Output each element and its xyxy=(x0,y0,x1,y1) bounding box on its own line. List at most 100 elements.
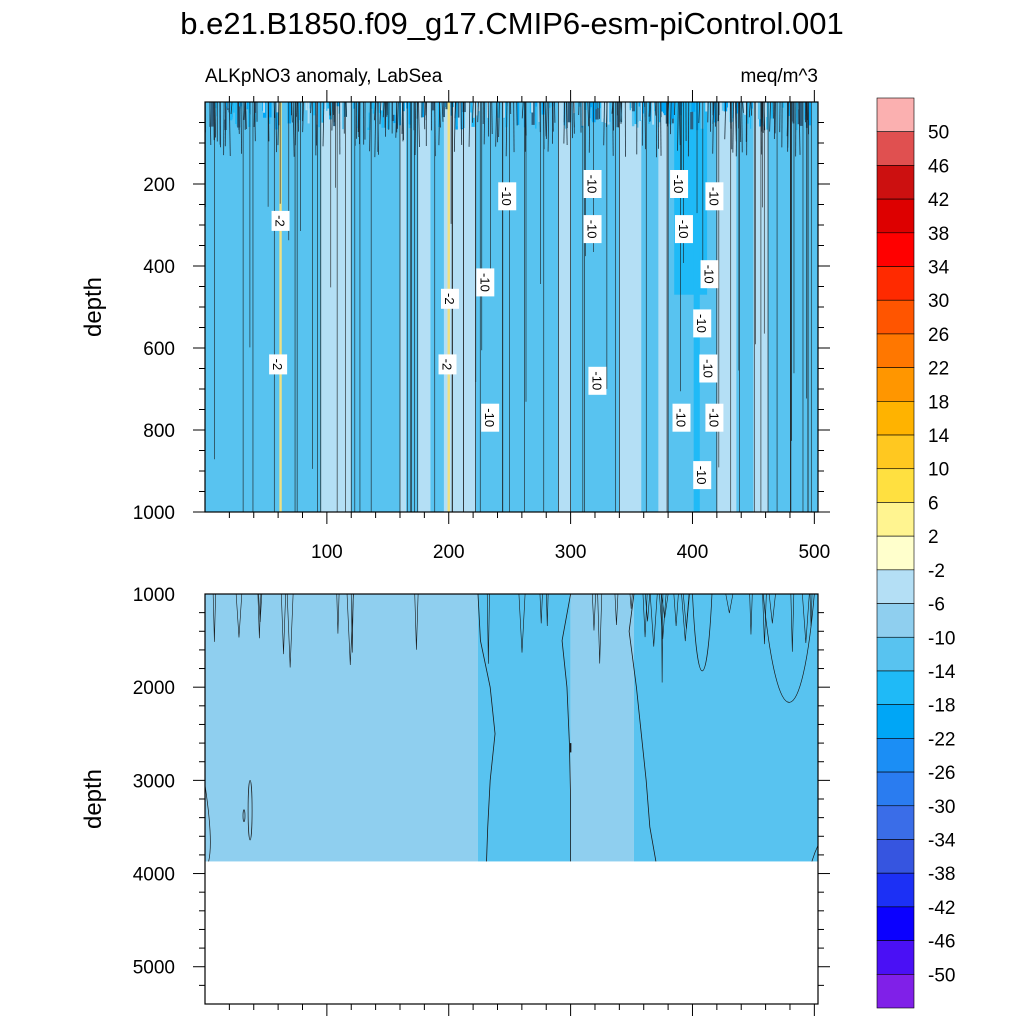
contour-line xyxy=(661,594,664,683)
contour-band xyxy=(536,102,539,130)
contour-label-text: -10 xyxy=(674,408,689,427)
contour-label-box xyxy=(693,309,712,338)
contour-line xyxy=(539,594,543,624)
colorbar-label: 34 xyxy=(928,258,950,279)
contour-line xyxy=(418,102,420,147)
contour-line xyxy=(212,594,216,642)
contour-band xyxy=(365,102,369,128)
contour-label: -10 xyxy=(498,182,517,211)
contour-label-text: -10 xyxy=(706,187,721,206)
contour-label-box xyxy=(705,403,724,432)
contour-line xyxy=(677,102,679,151)
contour-band xyxy=(661,102,665,112)
contour-band xyxy=(534,102,537,129)
contour-band xyxy=(691,102,696,112)
contour-band xyxy=(805,102,808,128)
contour-label: -10 xyxy=(674,215,693,244)
contour-band xyxy=(321,102,324,123)
contour-label-box xyxy=(271,210,290,231)
contour-band xyxy=(318,102,320,128)
contour-line xyxy=(438,102,441,146)
colorbar-box xyxy=(876,333,915,368)
colorbar-label: 10 xyxy=(928,460,949,481)
contour-line xyxy=(397,102,399,129)
contour-line xyxy=(483,102,486,145)
contour-label: -10 xyxy=(481,403,500,432)
colorbar-label: -30 xyxy=(928,797,955,818)
contour-band xyxy=(567,102,571,123)
contour-line xyxy=(724,102,727,140)
lower-contour-lines xyxy=(205,594,818,862)
contour-label: -10 xyxy=(672,403,691,432)
contour-line xyxy=(345,102,348,117)
contour-line xyxy=(374,102,377,158)
contour-line xyxy=(561,594,572,862)
contour-label-text: -10 xyxy=(482,408,497,427)
contour-line xyxy=(681,594,690,642)
lower-axes: 1000 2000 3000 4000 5000 xyxy=(133,585,830,1016)
contour-band xyxy=(804,102,806,120)
contour-band xyxy=(639,102,641,121)
contour-band xyxy=(248,102,251,127)
contour-band xyxy=(229,102,233,121)
contour-line xyxy=(648,102,651,117)
contour-line xyxy=(257,594,262,639)
contour-label-box xyxy=(670,170,689,198)
contour-line xyxy=(401,102,403,134)
contour-line xyxy=(678,102,681,146)
contour-line xyxy=(798,102,801,155)
y-tick-label: 5000 xyxy=(133,958,175,979)
contour-line xyxy=(214,102,217,138)
contour-line xyxy=(275,102,278,153)
left-subtitle: ALKpNO3 anomaly, LabSea xyxy=(205,66,443,87)
contour-band xyxy=(736,102,754,512)
colorbar-box xyxy=(876,603,915,638)
contour-line xyxy=(769,102,771,132)
contour-band xyxy=(638,102,641,107)
contour-band xyxy=(342,102,345,130)
colorbar-box xyxy=(876,940,915,975)
contour-label-text: -2 xyxy=(273,215,288,227)
lower-contour-fill xyxy=(205,594,818,862)
contour-label-text: -2 xyxy=(442,293,457,305)
contour-band xyxy=(259,102,262,124)
contour-line xyxy=(661,594,669,618)
contour-line xyxy=(286,594,294,668)
contour-label-box xyxy=(705,182,724,211)
contour-band xyxy=(570,594,634,862)
contour-band xyxy=(477,594,571,862)
contour-line xyxy=(382,102,385,118)
colorbar-label: 46 xyxy=(928,156,949,177)
contour-line xyxy=(692,594,713,671)
contour-line xyxy=(725,594,734,614)
contour-line xyxy=(762,102,764,133)
colorbar-label: -26 xyxy=(928,763,955,784)
contour-label-text: -10 xyxy=(694,466,709,485)
x-tick-label: 100 xyxy=(311,542,343,563)
contour-band xyxy=(378,102,382,114)
colorbar-box xyxy=(876,232,915,267)
contour-line xyxy=(235,594,243,638)
contour-label: -10 xyxy=(588,366,607,395)
chart-title: b.e21.B1850.f09_g17.CMIP6-esm-piControl.… xyxy=(180,6,843,41)
contour-line xyxy=(333,102,336,123)
contour-label-box xyxy=(699,354,718,383)
colorbar-label: -38 xyxy=(928,864,955,885)
upper-y-axis-label: depth xyxy=(80,277,107,337)
contour-band xyxy=(392,102,396,115)
contour-band xyxy=(531,102,534,113)
y-tick-label: 3000 xyxy=(133,771,175,792)
contour-line xyxy=(243,102,246,120)
contour-band xyxy=(508,102,510,117)
contour-line xyxy=(331,102,334,131)
contour-line xyxy=(414,102,417,156)
contour-band xyxy=(589,102,592,108)
contour-label-text: -10 xyxy=(477,273,492,292)
contour-band xyxy=(250,102,254,130)
colorbar-label: -14 xyxy=(928,662,956,683)
contour-band xyxy=(705,102,708,112)
colorbar-box xyxy=(876,872,915,908)
contour-band xyxy=(803,102,806,111)
contour-band xyxy=(808,102,812,126)
